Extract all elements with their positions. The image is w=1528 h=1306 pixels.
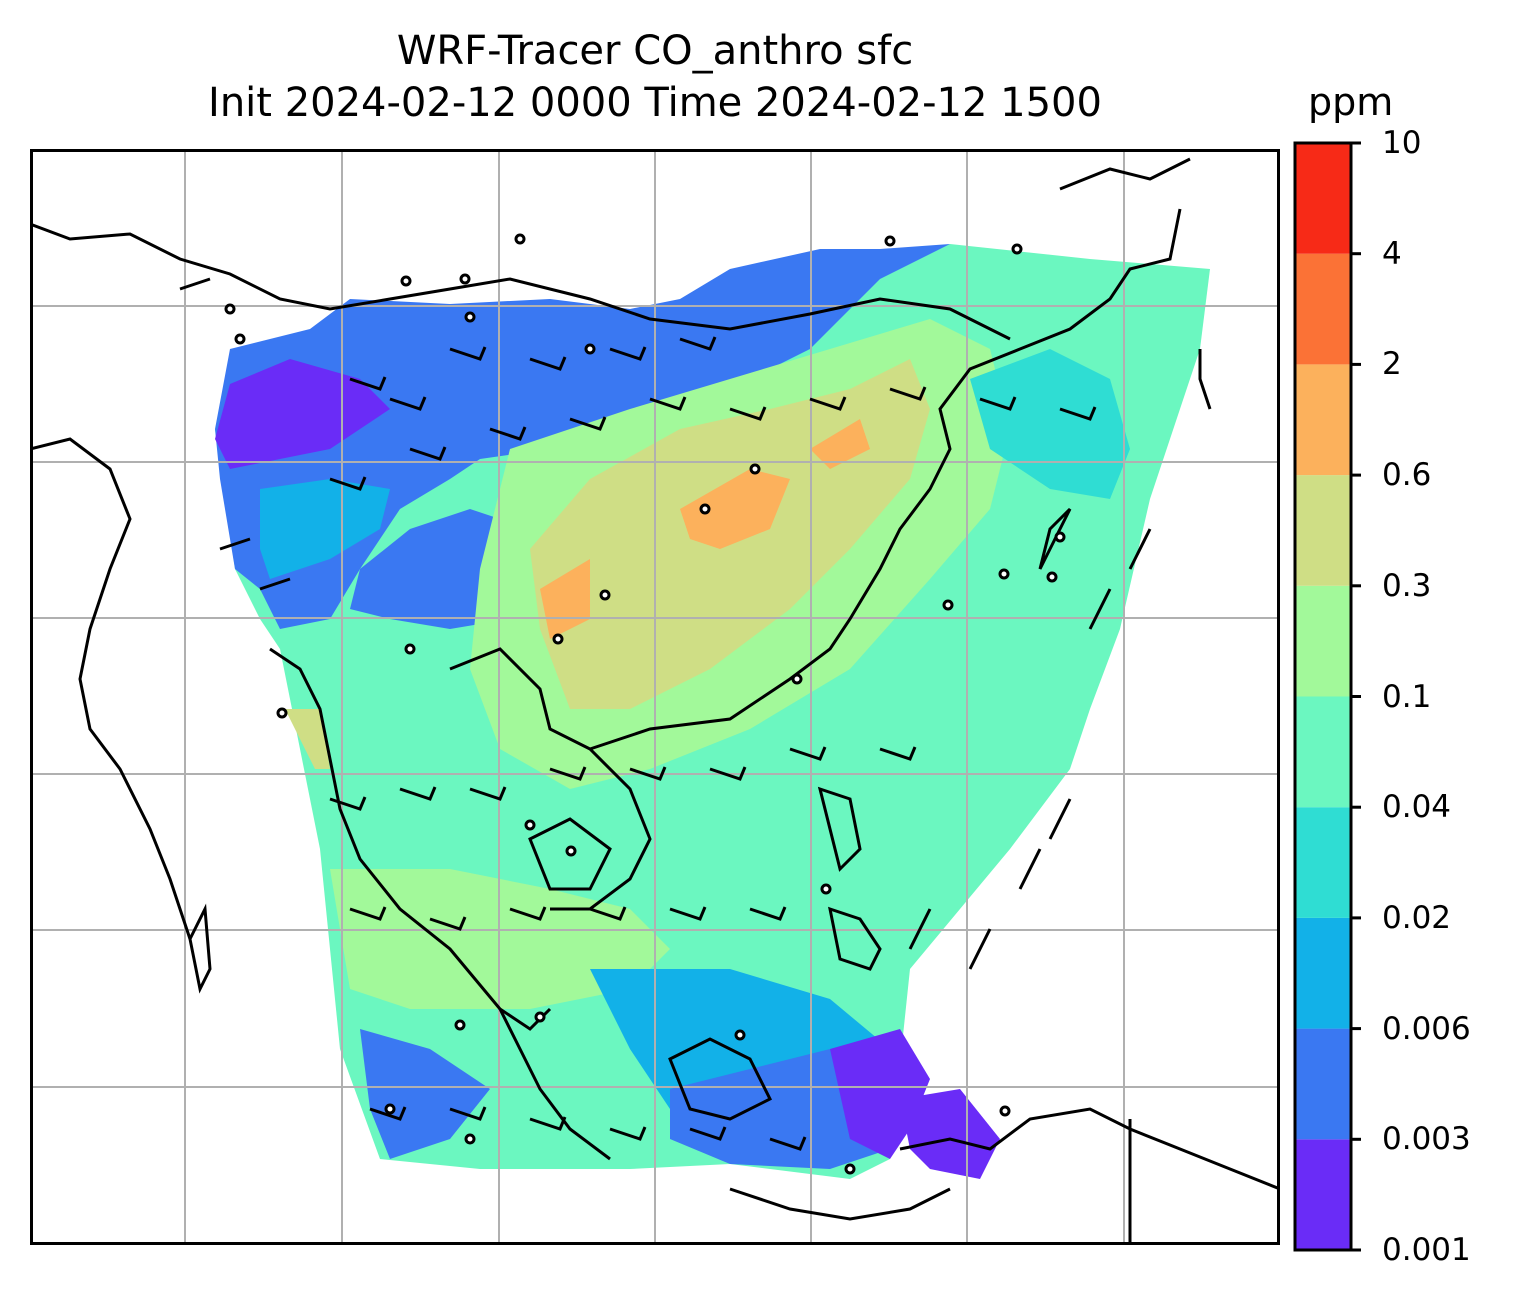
colorbar-segment <box>1295 696 1351 808</box>
colorbar-tick-label: 0.006 <box>1382 1010 1471 1047</box>
tracer-field <box>215 244 1210 1179</box>
map-subtitle: Init 2024-02-12 0000 Time 2024-02-12 150… <box>208 80 1102 126</box>
field-southeast-vlow <box>830 1029 930 1159</box>
wind-barbs <box>179 277 1152 1151</box>
colorbar-tick-label: 2 <box>1382 346 1402 383</box>
colorbar-tick-label: 0.04 <box>1382 789 1452 826</box>
colorbar-segment <box>1295 475 1351 586</box>
colorbar-tick-label: 0.001 <box>1382 1232 1471 1268</box>
field-north-vlow <box>215 359 390 469</box>
colorbar-segment <box>1295 807 1351 918</box>
colorbar-tick-label: 0.6 <box>1382 457 1432 494</box>
map-frame <box>30 149 1280 1245</box>
field-north-mid <box>260 479 390 579</box>
coastlines <box>30 157 1280 1245</box>
colorbar-tick-label: 0.3 <box>1382 567 1432 604</box>
colorbar-tick-label: 0.02 <box>1382 899 1452 936</box>
field-png-vlow <box>900 1089 1000 1179</box>
colorbar-segment <box>1295 143 1351 254</box>
colorbar-segment <box>1295 917 1351 1029</box>
colorbar-segment <box>1295 253 1351 365</box>
colorbar-tick-label: 4 <box>1382 235 1402 272</box>
field-west-olive <box>285 709 330 769</box>
map-panel <box>30 149 1280 1245</box>
colorbar-segment <box>1295 585 1351 697</box>
field-orange-3 <box>810 419 870 469</box>
colorbar-tick-label: 0.003 <box>1382 1121 1471 1158</box>
colorbar-segment <box>1295 364 1351 476</box>
colorbar-tick-label: 0.1 <box>1382 678 1432 715</box>
gridlines <box>30 149 1280 1245</box>
colorbar-units: ppm <box>1308 80 1394 124</box>
colorbar <box>1293 141 1361 1252</box>
map-title: WRF-Tracer CO_anthro sfc <box>396 28 914 74</box>
calm-markers <box>224 233 1066 1175</box>
colorbar-tick-label: 10 <box>1382 125 1422 161</box>
colorbar-segment <box>1295 1139 1351 1250</box>
field-orange-2 <box>680 469 790 549</box>
field-southeast-low <box>670 1049 890 1169</box>
colorbar-segment <box>1295 1028 1351 1140</box>
colorbar-blocks <box>1295 143 1351 1250</box>
colorbar-ticks <box>1351 141 1361 1252</box>
field-south-low <box>360 1029 490 1159</box>
